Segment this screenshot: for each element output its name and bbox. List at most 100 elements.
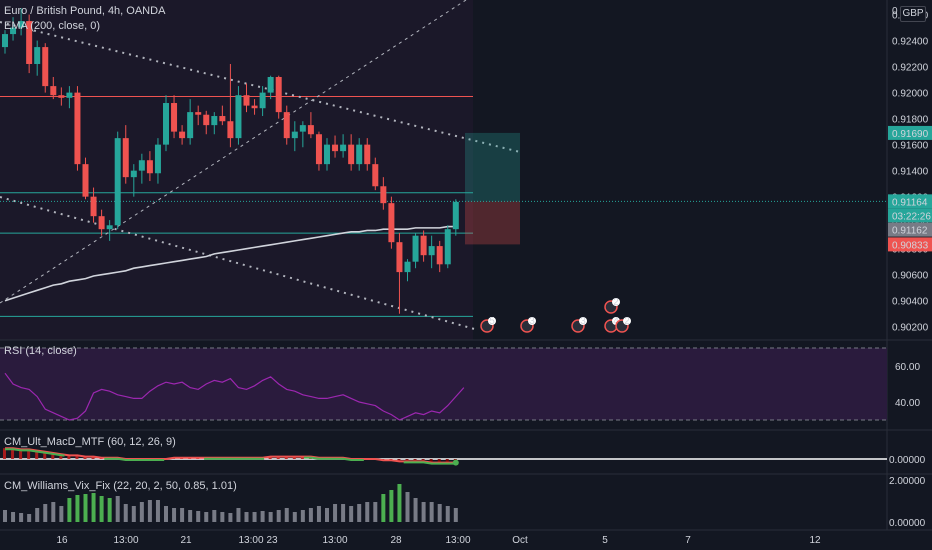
- macd-histogram-bar: [67, 455, 71, 459]
- candle: [275, 77, 282, 113]
- candle: [380, 186, 387, 204]
- vix-bar: [27, 514, 32, 522]
- macd-histogram-bar: [300, 456, 304, 459]
- candle: [227, 121, 234, 139]
- candle: [10, 27, 17, 35]
- target-zone: [465, 132, 520, 202]
- event-count-badge: [623, 317, 631, 325]
- price-tag-bg: [888, 222, 932, 237]
- vix-legend[interactable]: CM_Williams_Vix_Fix (22, 20, 2, 50, 0.85…: [4, 480, 237, 492]
- candle: [412, 235, 419, 262]
- candle: [18, 21, 25, 28]
- price-tag-bg: [888, 125, 932, 140]
- macd-histogram-bar: [51, 453, 55, 459]
- vix-bar: [453, 508, 458, 522]
- vix-bar: [99, 496, 104, 522]
- price-tag-last: 0.91164: [892, 197, 928, 208]
- event-count: 5: [489, 316, 495, 327]
- event-badges[interactable]: 5 3 324 2: [480, 297, 631, 333]
- vix-tick: 0.00000: [889, 518, 926, 529]
- vix-bar: [123, 504, 128, 522]
- macd-histogram-bar: [405, 459, 409, 462]
- time-tick: 5: [602, 535, 608, 546]
- macd-histogram-bar: [91, 456, 95, 459]
- vix-bar: [139, 502, 144, 522]
- time-axis[interactable]: 16 13:00 21 13:00 23 13:00 28 13:00 Oct 5 7 12: [56, 535, 821, 546]
- time-tick: 13:00: [238, 535, 263, 546]
- macd-tick: 0.00000: [889, 455, 926, 466]
- vix-bar: [164, 506, 168, 522]
- vix-bar: [260, 511, 265, 522]
- candle: [66, 92, 73, 98]
- vix-bar: [389, 490, 394, 522]
- vix-bar: [413, 498, 418, 522]
- macd-histogram-bar: [445, 459, 449, 463]
- rsi-legend[interactable]: RSI (14, close): [4, 345, 77, 357]
- candle: [259, 92, 266, 109]
- symbol-title[interactable]: Euro / British Pound, 4h, OANDA: [4, 5, 166, 17]
- vix-bar: [357, 504, 362, 522]
- macd-cross-dot: [452, 459, 459, 466]
- rsi-line: [4, 372, 465, 421]
- macd-histogram-bar: [397, 459, 401, 462]
- trend-lines[interactable]: [0, 0, 521, 331]
- vix-bar: [75, 495, 80, 522]
- vix-bar: [3, 510, 7, 522]
- event-count-badge: [579, 317, 587, 325]
- candle: [2, 34, 8, 48]
- vix-bar: [365, 502, 370, 522]
- candle: [428, 246, 435, 256]
- macd-line: [5, 448, 456, 465]
- price-tag-bg: [888, 237, 932, 252]
- price-pane[interactable]: 5 3 324 2: [0, 0, 887, 340]
- candle: [267, 77, 274, 93]
- currency-badge[interactable]: GBP: [900, 6, 926, 22]
- rsi-path: [4, 372, 465, 421]
- macd-histogram-bar: [437, 459, 441, 463]
- vix-bar: [268, 512, 273, 522]
- candle: [50, 86, 57, 96]
- vix-bar: [381, 494, 386, 522]
- price-tick: 0.91400: [892, 167, 929, 178]
- candle: [195, 112, 202, 115]
- vix-bar: [397, 484, 402, 522]
- candle: [340, 144, 347, 152]
- candle: [251, 105, 258, 109]
- vix-bar: [349, 506, 354, 522]
- macd-histogram-bar: [292, 456, 296, 459]
- candle: [404, 261, 411, 273]
- vix-bar: [107, 498, 112, 522]
- macd-legend[interactable]: CM_Ult_MacD_MTF (60, 12, 26, 9): [4, 436, 176, 448]
- vix-bar: [172, 508, 177, 522]
- candles: [2, 8, 459, 314]
- candle: [34, 47, 41, 64]
- macd-histogram-bar: [268, 456, 272, 459]
- rsi-tick: 60.00: [895, 362, 920, 373]
- candle: [179, 131, 186, 139]
- rising-trend-line: [0, 0, 467, 304]
- time-tick: 23: [266, 535, 278, 546]
- rsi-pane[interactable]: [0, 347, 887, 421]
- vix-bar: [19, 513, 24, 522]
- long-position-tool[interactable]: [0, 132, 887, 245]
- vix-bar: [429, 502, 434, 522]
- time-tick: 16: [56, 535, 68, 546]
- vix-bar: [325, 508, 329, 522]
- macd-histogram-bar: [27, 449, 31, 459]
- price-tag-bg: [888, 194, 932, 209]
- candle: [106, 225, 113, 230]
- macd-histogram-bar: [43, 451, 47, 459]
- price-tags: 0.91690 0.91164 03:22:26 0.91162 0.90833: [888, 125, 932, 252]
- vix-pane[interactable]: [3, 484, 458, 522]
- event-count-badge: [488, 317, 496, 325]
- vix-bar: [373, 502, 378, 522]
- candle: [396, 242, 403, 273]
- macd-pane[interactable]: [0, 447, 887, 466]
- time-tick: 28: [390, 535, 402, 546]
- candle: [42, 47, 49, 87]
- macd-histogram-bar: [19, 449, 23, 459]
- ema-legend[interactable]: EMA (200, close, 0): [4, 20, 100, 32]
- channel-zone: [0, 0, 473, 340]
- candle: [74, 92, 81, 165]
